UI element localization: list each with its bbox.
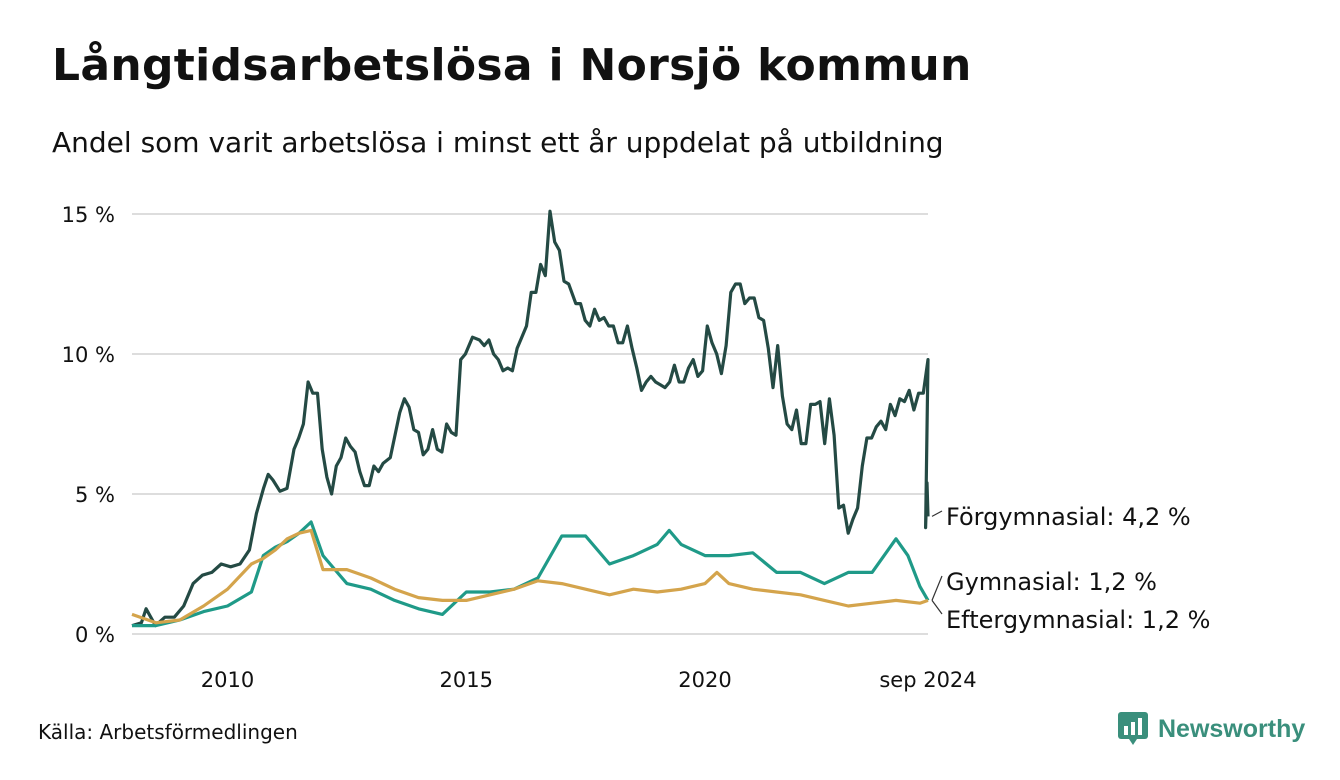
x-tick-label: 2010 bbox=[201, 668, 254, 692]
label-leader bbox=[931, 510, 943, 517]
label-leader bbox=[931, 600, 943, 615]
brand-name: Newsworthy bbox=[1158, 714, 1306, 743]
series-line-eftergymnasial bbox=[131, 528, 929, 625]
series-end-labels: Förgymnasial: 4,2 % Gymnasial: 1,2 % Efter… bbox=[931, 503, 1210, 634]
newsworthy-logo-icon bbox=[1118, 712, 1148, 745]
label-leader bbox=[931, 575, 943, 601]
series-end-label: Gymnasial: 1,2 % bbox=[946, 568, 1157, 596]
x-tick-label: 2020 bbox=[678, 668, 731, 692]
x-tick-label: 2015 bbox=[440, 668, 493, 692]
series-line-förgymnasial bbox=[131, 209, 930, 628]
y-tick-label: 5 % bbox=[75, 483, 115, 507]
series-end-label: Förgymnasial: 4,2 % bbox=[946, 503, 1191, 531]
y-tick-labels: 0 % 5 % 10 % 15 % bbox=[62, 203, 115, 647]
y-tick-label: 0 % bbox=[75, 623, 115, 647]
brand-logo: Newsworthy bbox=[1118, 712, 1305, 746]
source-note: Källa: Arbetsförmedlingen bbox=[38, 720, 298, 744]
chart-title: Långtidsarbetslösa i Norsjö kommun bbox=[52, 40, 972, 91]
y-tick-label: 15 % bbox=[62, 203, 115, 227]
chart-subtitle: Andel som varit arbetslösa i minst ett å… bbox=[52, 126, 944, 159]
series-end-label: Eftergymnasial: 1,2 % bbox=[946, 606, 1210, 634]
gridlines bbox=[132, 213, 928, 635]
x-tick-labels: 2010 2015 2020 sep 2024 bbox=[201, 668, 977, 692]
x-tick-label: sep 2024 bbox=[879, 668, 976, 692]
series-lines bbox=[131, 209, 930, 628]
y-tick-label: 10 % bbox=[62, 343, 115, 367]
